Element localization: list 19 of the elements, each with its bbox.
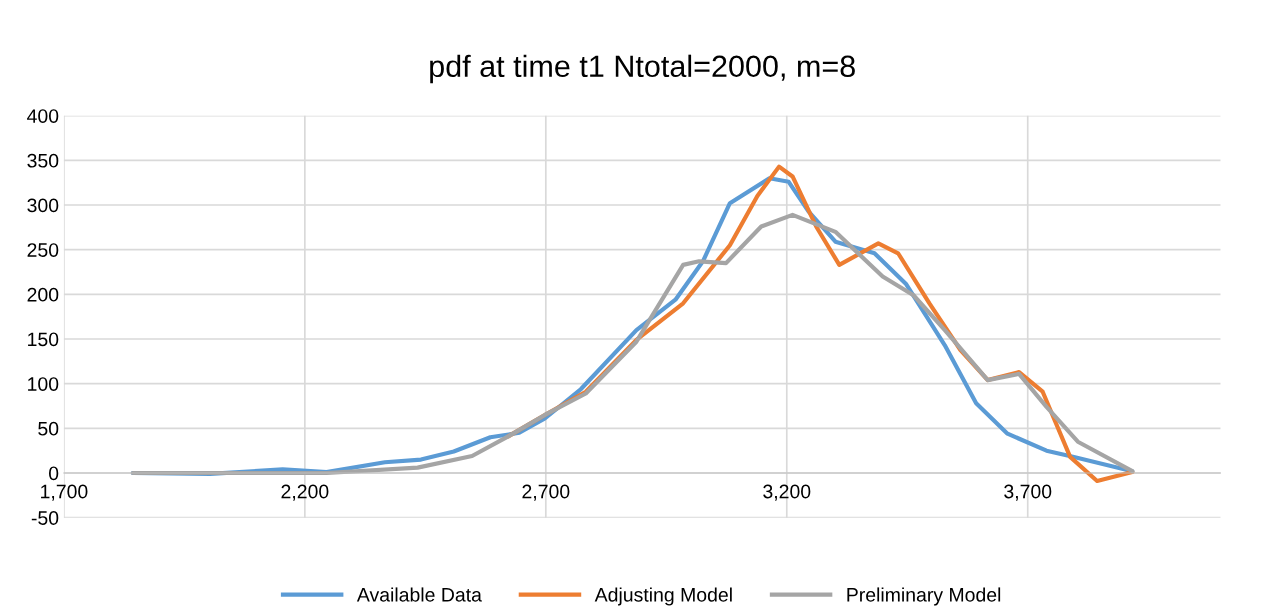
legend-label: Preliminary Model: [847, 587, 1001, 606]
x-tick-label: 2,700: [522, 484, 570, 501]
y-tick-label: 50: [38, 421, 59, 436]
y-tick-label: 200: [27, 287, 59, 302]
y-tick-label: 400: [27, 109, 59, 123]
x-tick-label: 3,700: [1004, 484, 1052, 501]
x-tick-label: 2,200: [281, 484, 329, 501]
y-tick-label: 250: [27, 243, 59, 257]
y-tick-label: 150: [28, 332, 59, 347]
y-tick-label: 0: [48, 466, 59, 481]
legend-label: Adjusting Model: [594, 587, 732, 606]
chart-title: pdf at time t1 Ntotal=2000, m=8: [430, 54, 855, 84]
x-tick-label: 3,200: [763, 484, 811, 501]
legend-label: Available Data: [356, 587, 482, 602]
y-tick-label: 350: [27, 153, 59, 168]
y-tick-label: -50: [31, 511, 59, 525]
x-tick-label: 1,700: [41, 484, 88, 501]
y-tick-label: 100: [28, 377, 59, 391]
y-tick-label: 300: [27, 198, 59, 213]
